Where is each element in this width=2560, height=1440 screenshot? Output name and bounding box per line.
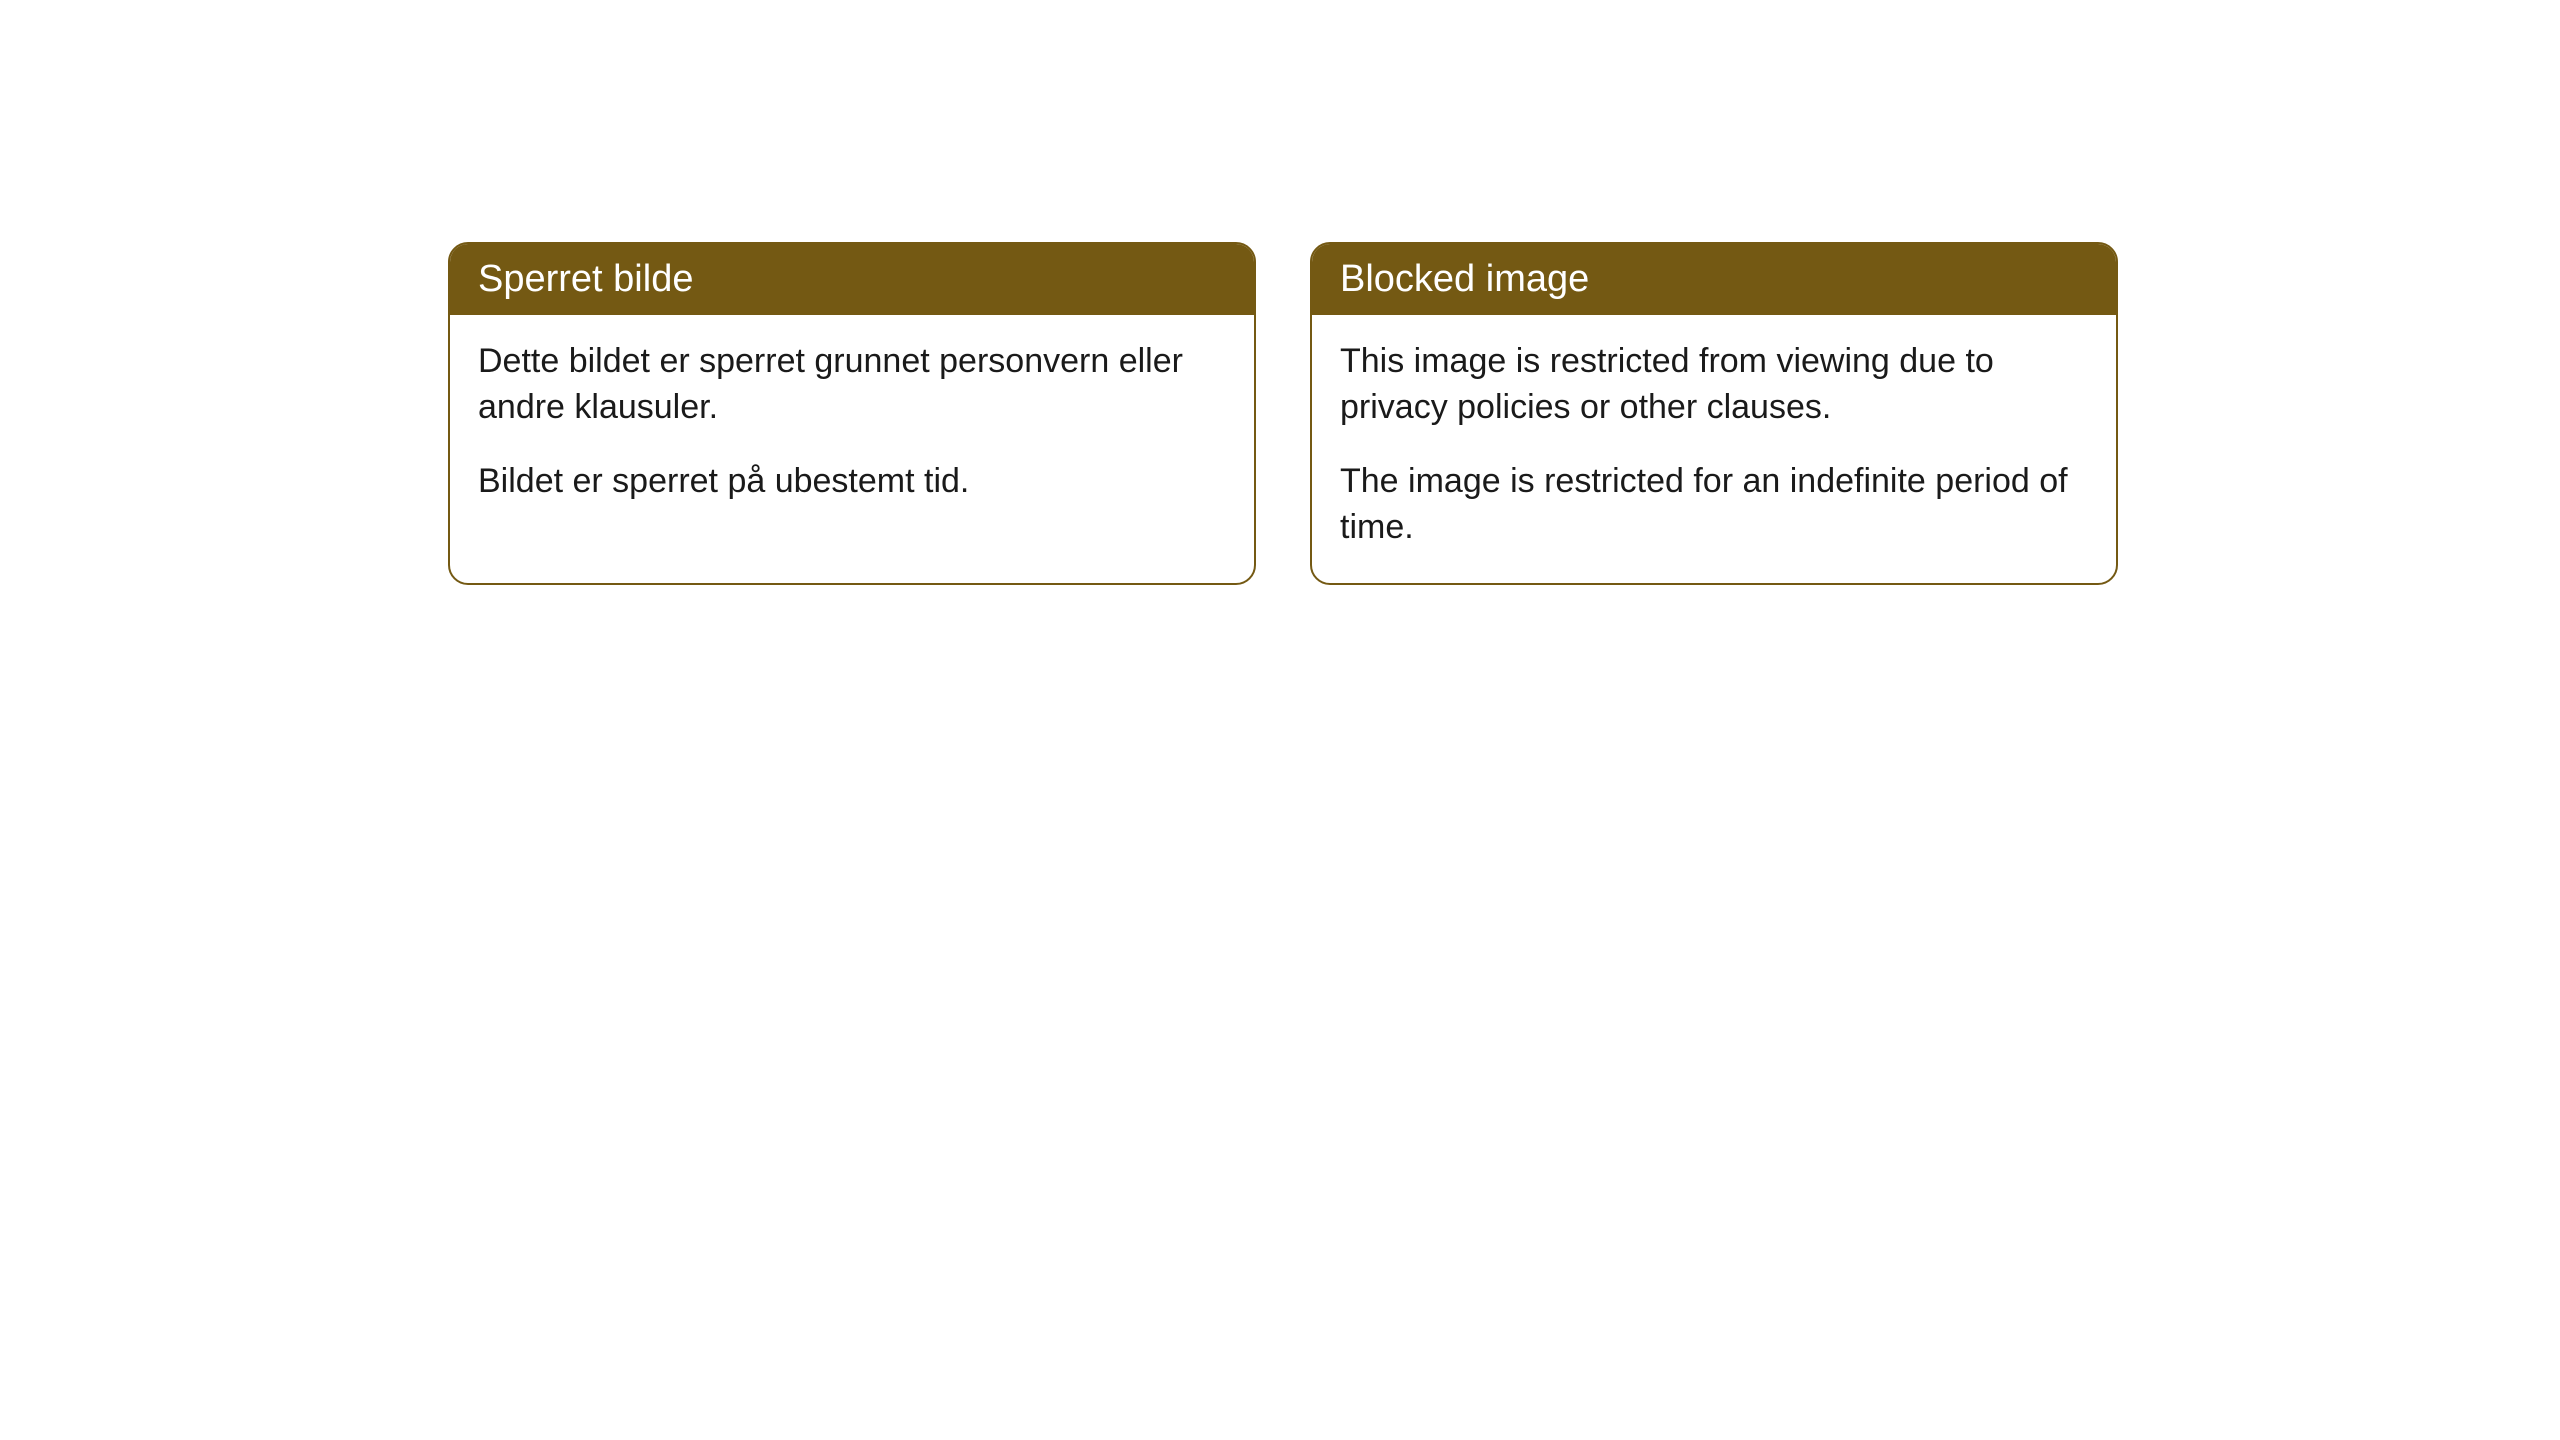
notice-card-english: Blocked image This image is restricted f… (1310, 242, 2118, 585)
notice-card-norwegian: Sperret bilde Dette bildet er sperret gr… (448, 242, 1256, 585)
notice-container: Sperret bilde Dette bildet er sperret gr… (448, 242, 2118, 585)
notice-text-2: The image is restricted for an indefinit… (1340, 459, 2088, 551)
notice-text-1: Dette bildet er sperret grunnet personve… (478, 339, 1226, 431)
notice-header-norwegian: Sperret bilde (450, 244, 1254, 315)
notice-body-english: This image is restricted from viewing du… (1312, 315, 2116, 583)
notice-body-norwegian: Dette bildet er sperret grunnet personve… (450, 315, 1254, 537)
notice-text-2: Bildet er sperret på ubestemt tid. (478, 459, 1226, 505)
notice-text-1: This image is restricted from viewing du… (1340, 339, 2088, 431)
notice-header-english: Blocked image (1312, 244, 2116, 315)
